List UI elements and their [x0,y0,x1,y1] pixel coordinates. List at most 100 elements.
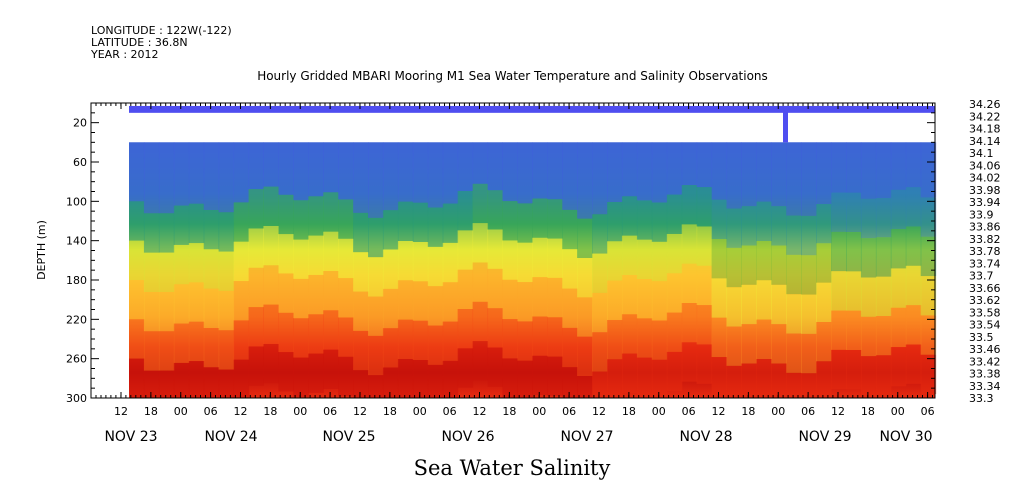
salinity-cell [412,202,429,242]
salinity-cell [308,314,324,354]
salinity-cell [203,142,220,210]
salinity-cell [905,265,922,306]
x-tick-label: 00 [174,405,188,418]
salinity-cell [532,355,548,396]
salinity-cell [233,320,250,360]
salinity-cell [248,189,264,229]
salinity-cell [203,249,220,289]
y-tick-label: 180 [66,274,87,287]
colorbar-label: 33.9 [969,208,994,221]
salinity-cell [681,303,698,343]
salinity-cell [771,363,787,398]
salinity-cell [666,352,683,392]
salinity-cell [129,358,145,398]
salinity-cell [592,142,608,215]
colorbar-label: 33.34 [969,380,1001,393]
salinity-cell [472,223,489,263]
colorbar: 33.333.3433.3833.4233.4633.533.5433.5833… [969,98,1001,405]
colorbar-label: 34.26 [969,98,1001,111]
salinity-cell [368,142,384,218]
x-tick-label: 12 [353,405,367,418]
salinity-cell [368,335,384,376]
colorbar-label: 34.1 [969,147,994,160]
salinity-cell [726,365,742,398]
salinity-cell [666,142,683,195]
salinity-cell [875,316,892,356]
salinity-cell [502,319,518,359]
salinity-cell [696,305,713,345]
x-tick-label: 18 [502,405,516,418]
salinity-cell [681,224,698,264]
salinity-cell [218,251,235,291]
salinity-cell [920,197,937,237]
colorbar-label: 34.06 [969,159,1001,172]
salinity-cell [562,249,578,289]
salinity-cell [592,214,608,254]
salinity-cell [816,282,832,322]
salinity-cell [263,304,279,344]
chart-title: Hourly Gridded MBARI Mooring M1 Sea Wate… [257,69,768,83]
x-day-label: NOV 27 [560,429,613,445]
salinity-cell [293,278,309,319]
salinity-cell [353,212,369,253]
colorbar-label: 33.58 [969,306,1001,319]
colorbar-label: 33.62 [969,294,1001,307]
salinity-cell [875,355,892,395]
salinity-cell [577,297,593,337]
colorbar-label: 33.86 [969,221,1001,234]
salinity-cell [771,142,787,207]
salinity-cell [636,279,653,319]
salinity-cell [577,142,593,219]
colorbar-label: 33.74 [969,257,1001,270]
salinity-cell [248,267,264,308]
surface-band [129,105,935,113]
salinity-cell [905,226,922,266]
y-axis-label: DEPTH (m) [35,220,48,280]
salinity-cell [696,142,713,188]
salinity-cell [756,319,772,359]
salinity-cell [621,314,638,354]
salinity-cell [368,217,384,258]
salinity-cell [726,287,742,327]
salinity-cell [875,276,892,316]
longitude-label: LONGITUDE : 122W(-122) [91,24,232,37]
salinity-cell [472,262,489,302]
x-tick-label: 00 [413,405,427,418]
salinity-cell [158,331,175,371]
salinity-cell [278,352,294,392]
salinity-cell [293,200,309,240]
salinity-cell [218,330,235,370]
salinity-cell [427,286,444,326]
salinity-cell [129,142,145,202]
salinity-cell [502,240,518,280]
x-tick-label: 12 [712,405,726,418]
salinity-cell [278,142,294,195]
salinity-cell [532,237,548,278]
x-tick-label: 00 [771,405,785,418]
salinity-cell [158,252,175,292]
salinity-cell [860,316,877,357]
salinity-cell [203,288,220,328]
salinity-cell [278,234,294,274]
x-tick-label: 12 [831,405,845,418]
salinity-cell [875,237,892,277]
x-tick-label: 06 [801,405,815,418]
salinity-cell [846,192,862,232]
salinity-cell [397,201,414,241]
salinity-cell [173,205,190,245]
salinity-cell [323,142,339,193]
salinity-cell [173,284,190,324]
salinity-cell [248,346,264,386]
salinity-cell [382,210,399,250]
salinity-cell [696,344,713,384]
salinity-cell [846,142,862,193]
salinity-cell [218,142,235,213]
salinity-cell [188,361,205,398]
salinity-cell [756,359,772,398]
salinity-cell [233,241,250,281]
salinity-cell [143,142,160,214]
salinity-cell [875,142,892,198]
salinity-cell [487,142,503,191]
salinity-cell [816,142,832,204]
salinity-cell [457,191,474,231]
